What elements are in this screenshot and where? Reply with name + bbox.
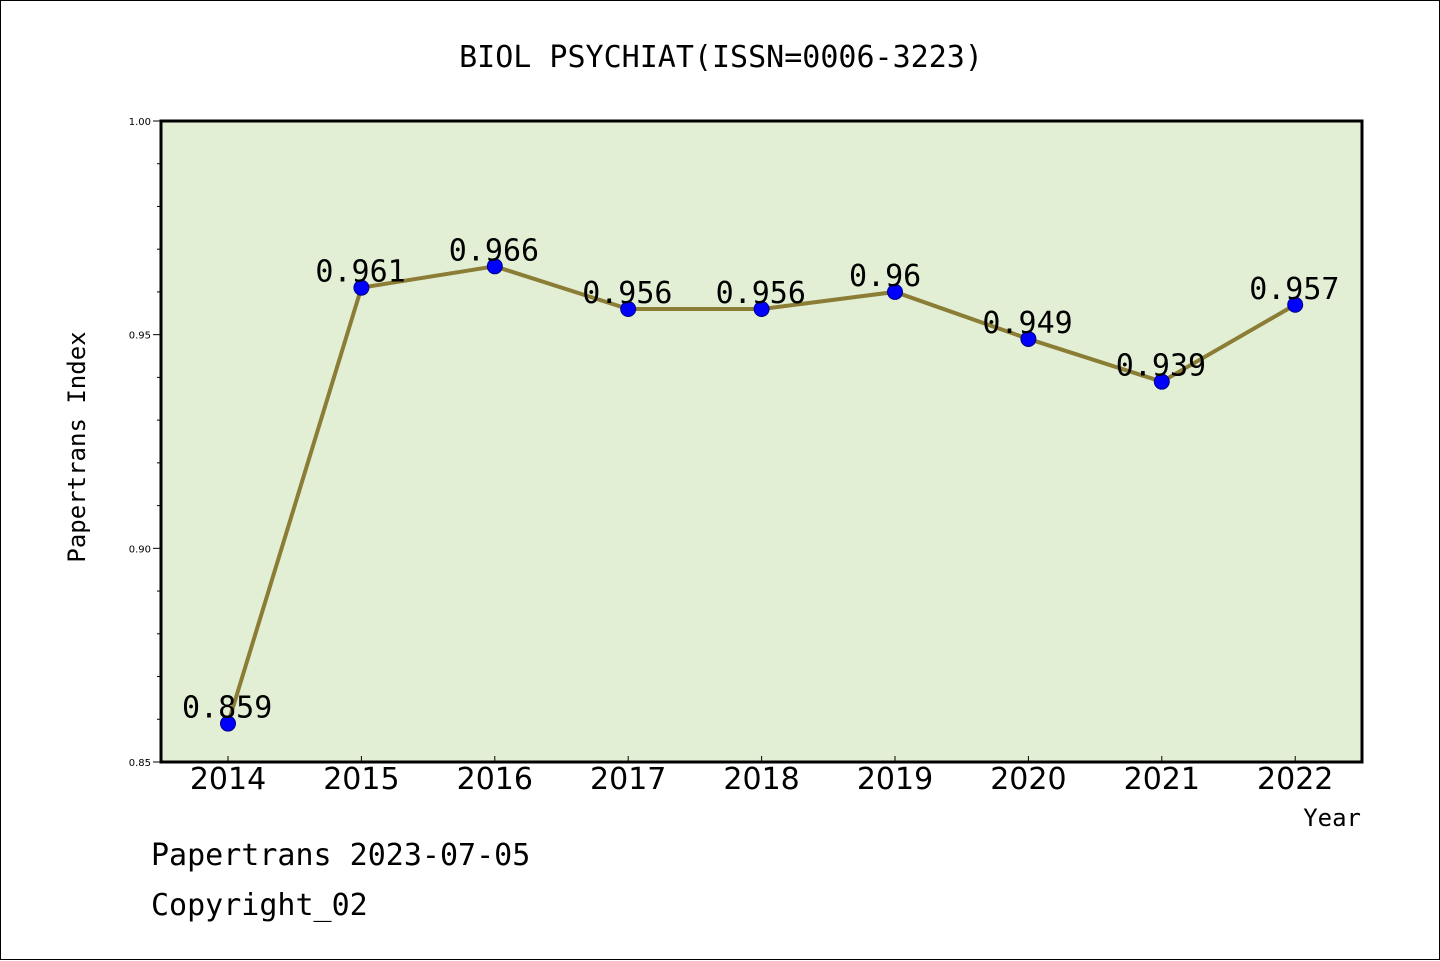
data-point: [353, 279, 370, 296]
data-point: [753, 301, 770, 318]
data-label: 0.957: [1249, 272, 1339, 307]
x-tick-label: 2015: [323, 762, 399, 797]
y-axis-label: Papertrans Index: [63, 331, 91, 562]
data-point: [1020, 330, 1037, 347]
data-label: 0.956: [582, 276, 672, 311]
x-tick-label: 2019: [857, 762, 933, 797]
data-point: [620, 301, 637, 318]
plot-area: [159, 119, 1364, 764]
y-tick-label: 0.85: [129, 758, 151, 769]
data-point: [220, 715, 236, 732]
data-label: 0.956: [716, 276, 806, 311]
data-labels: 0.859 0.961 0.966 0.956 0.956 0.96 0.949 0.939 0…: [182, 233, 1340, 725]
x-tick-label: 2017: [590, 762, 666, 797]
x-tick-label: 2022: [1257, 762, 1333, 797]
footer-date: Papertrans 2023-07-05: [151, 838, 530, 873]
data-point: [1153, 373, 1170, 390]
data-label: 0.961: [315, 255, 405, 290]
x-tick-label: 2018: [723, 762, 799, 797]
chart-title: BIOL PSYCHIAT(ISSN=0006-3223): [459, 40, 983, 75]
y-tick-label: 1.00: [129, 117, 151, 128]
x-tick-label: 2014: [190, 762, 266, 797]
x-tick-label: 2020: [990, 762, 1066, 797]
y-tick-label: 0.90: [129, 544, 151, 555]
data-series: [220, 258, 1304, 732]
x-axis: 2014 2015 2016 2017 2018 2019 2020 2021 2022: [190, 756, 1333, 797]
footer-copyright: Copyright_02: [151, 888, 368, 923]
data-label: 0.859: [182, 691, 272, 726]
x-axis-label: Year: [1303, 804, 1361, 832]
data-label: 0.966: [449, 233, 539, 268]
data-label: 0.939: [1116, 349, 1206, 384]
y-tick-label: 0.95: [129, 331, 151, 342]
x-tick-label: 2021: [1124, 762, 1200, 797]
y-axis: 0.85 0.90 0.95 1.00: [129, 117, 161, 769]
data-point: [486, 258, 503, 275]
data-label: 0.96: [849, 259, 921, 294]
data-label: 0.949: [982, 306, 1072, 341]
x-tick-label: 2016: [457, 762, 533, 797]
data-point: [887, 283, 903, 300]
data-point: [1287, 296, 1304, 313]
